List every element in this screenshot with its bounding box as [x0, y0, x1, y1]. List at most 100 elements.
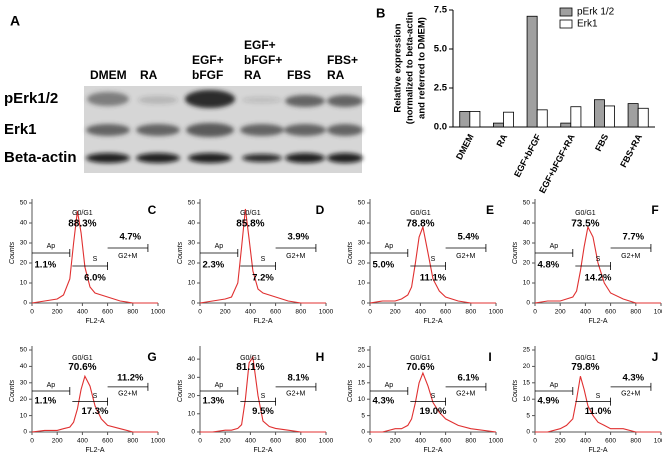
x-tick-label: 600 — [440, 438, 451, 445]
y-tick-label: 40 — [188, 356, 196, 363]
x-tick-label: 200 — [220, 438, 231, 445]
panel-label: H — [316, 350, 325, 364]
y-tick-label: 50 — [20, 200, 28, 207]
y-tick-label: 10 — [20, 280, 28, 287]
x-tick-label: 1000 — [489, 309, 504, 316]
gate-name: Ap — [385, 243, 394, 250]
lane-label: bFGF — [192, 68, 223, 82]
x-tick-label: 0 — [198, 309, 202, 316]
gate-percent: 7.7% — [622, 232, 644, 243]
x-tick-label: 0 — [368, 309, 372, 316]
x-tick-label: 0 — [198, 438, 202, 445]
gate-percent: 11.0% — [585, 406, 612, 417]
gate-percent: 4.8% — [538, 260, 560, 271]
bar — [637, 107, 649, 128]
gate-name: G0/G1 — [240, 355, 261, 362]
x-tick-label: 400 — [580, 309, 591, 316]
histogram-curve — [534, 225, 661, 304]
x-tick-label: 400 — [580, 438, 591, 445]
y-tick-label: 30 — [188, 240, 196, 247]
x-tick-label: EGF+bFGF — [512, 132, 543, 179]
gate-name: G2+M — [286, 390, 305, 397]
x-tick-label: 600 — [102, 309, 113, 316]
bar — [560, 122, 572, 128]
bar — [536, 109, 548, 128]
y-tick-label: 40 — [523, 220, 531, 227]
y-tick-label: 40 — [188, 220, 196, 227]
panel-label: C — [148, 203, 157, 217]
gate-percent: 4.9% — [538, 395, 560, 406]
y-tick-label: 50 — [358, 200, 366, 207]
y-tick-label: 0 — [526, 300, 530, 307]
gate-name: S — [596, 393, 601, 400]
x-tick-label: 1000 — [654, 309, 662, 316]
x-tick-label: 200 — [390, 438, 401, 445]
x-tick-label: 800 — [127, 438, 138, 445]
y-tick-label: 30 — [188, 374, 196, 381]
gate-name: G0/G1 — [575, 210, 596, 217]
y-tick-label: 5 — [361, 412, 365, 419]
y-axis-label: and referred to DMEM) — [417, 17, 428, 119]
x-tick-label: 400 — [245, 309, 256, 316]
x-tick-label: 600 — [605, 309, 616, 316]
lane-label: RA — [244, 68, 262, 82]
x-tick-label: 0 — [30, 438, 34, 445]
x-axis-label: FL2-A — [253, 318, 272, 325]
gate-name: Ap — [550, 243, 559, 250]
y-tick-label: 25 — [358, 347, 366, 354]
gate-percent: 11.1% — [420, 273, 447, 284]
gate-name: G0/G1 — [240, 210, 261, 217]
y-tick-label: 20 — [523, 260, 531, 267]
gate-percent: 19.0% — [420, 406, 447, 417]
x-tick-label: 0 — [368, 438, 372, 445]
gate-name: S — [596, 256, 601, 263]
gate-percent: 70.6% — [68, 362, 96, 373]
x-tick-label: 600 — [440, 309, 451, 316]
gate-name: G2+M — [118, 390, 137, 397]
gate-percent: 88.3% — [68, 219, 96, 230]
x-tick-label: 200 — [390, 309, 401, 316]
blot-image — [84, 86, 363, 173]
x-tick-label: 200 — [555, 438, 566, 445]
x-axis-label: FL2-A — [423, 318, 442, 325]
gate-name: G2+M — [456, 253, 475, 260]
y-tick-label: 0 — [23, 300, 27, 307]
panel-label: E — [486, 203, 494, 217]
bar — [604, 105, 616, 128]
y-tick-label: 20 — [188, 260, 196, 267]
y-tick-label: 15 — [358, 380, 366, 387]
y-tick-label: 10 — [358, 396, 366, 403]
gate-percent: 85.8% — [236, 219, 264, 230]
histogram-curve — [31, 210, 158, 304]
y-tick-label: 20 — [20, 396, 28, 403]
y-tick-label: 15 — [523, 380, 531, 387]
gate-percent: 5.0% — [373, 260, 395, 271]
gate-name: G2+M — [621, 253, 640, 260]
y-tick-label: 50 — [523, 200, 531, 207]
x-tick-label: EGF+bFGF+RA — [537, 132, 577, 195]
y-tick-label: 40 — [358, 220, 366, 227]
y-tick-label: 7.5 — [434, 5, 448, 16]
x-tick-label: 1000 — [151, 438, 166, 445]
lane-label: bFGF+ — [244, 53, 282, 67]
gate-percent: 78.8% — [406, 219, 434, 230]
lane-label: DMEM — [90, 68, 127, 82]
x-tick-label: FBS+RA — [618, 132, 644, 169]
legend-swatch — [559, 19, 573, 29]
x-axis-label: FL2-A — [588, 318, 607, 325]
y-tick-label: 5.0 — [434, 44, 447, 55]
gate-percent: 11.2% — [117, 372, 144, 383]
y-tick-label: 0 — [361, 429, 365, 436]
gate-percent: 79.8% — [571, 362, 599, 373]
x-tick-label: FBS — [593, 132, 610, 153]
gate-name: G0/G1 — [410, 210, 431, 217]
gate-percent: 4.7% — [119, 232, 141, 243]
gate-percent: 2.3% — [203, 260, 225, 271]
gate-percent: 3.9% — [287, 232, 309, 243]
y-tick-label: 0 — [191, 300, 195, 307]
gate-percent: 7.2% — [252, 273, 274, 284]
gate-name: Ap — [215, 382, 224, 389]
x-tick-label: 1000 — [319, 309, 334, 316]
panel-label: J — [652, 350, 659, 364]
